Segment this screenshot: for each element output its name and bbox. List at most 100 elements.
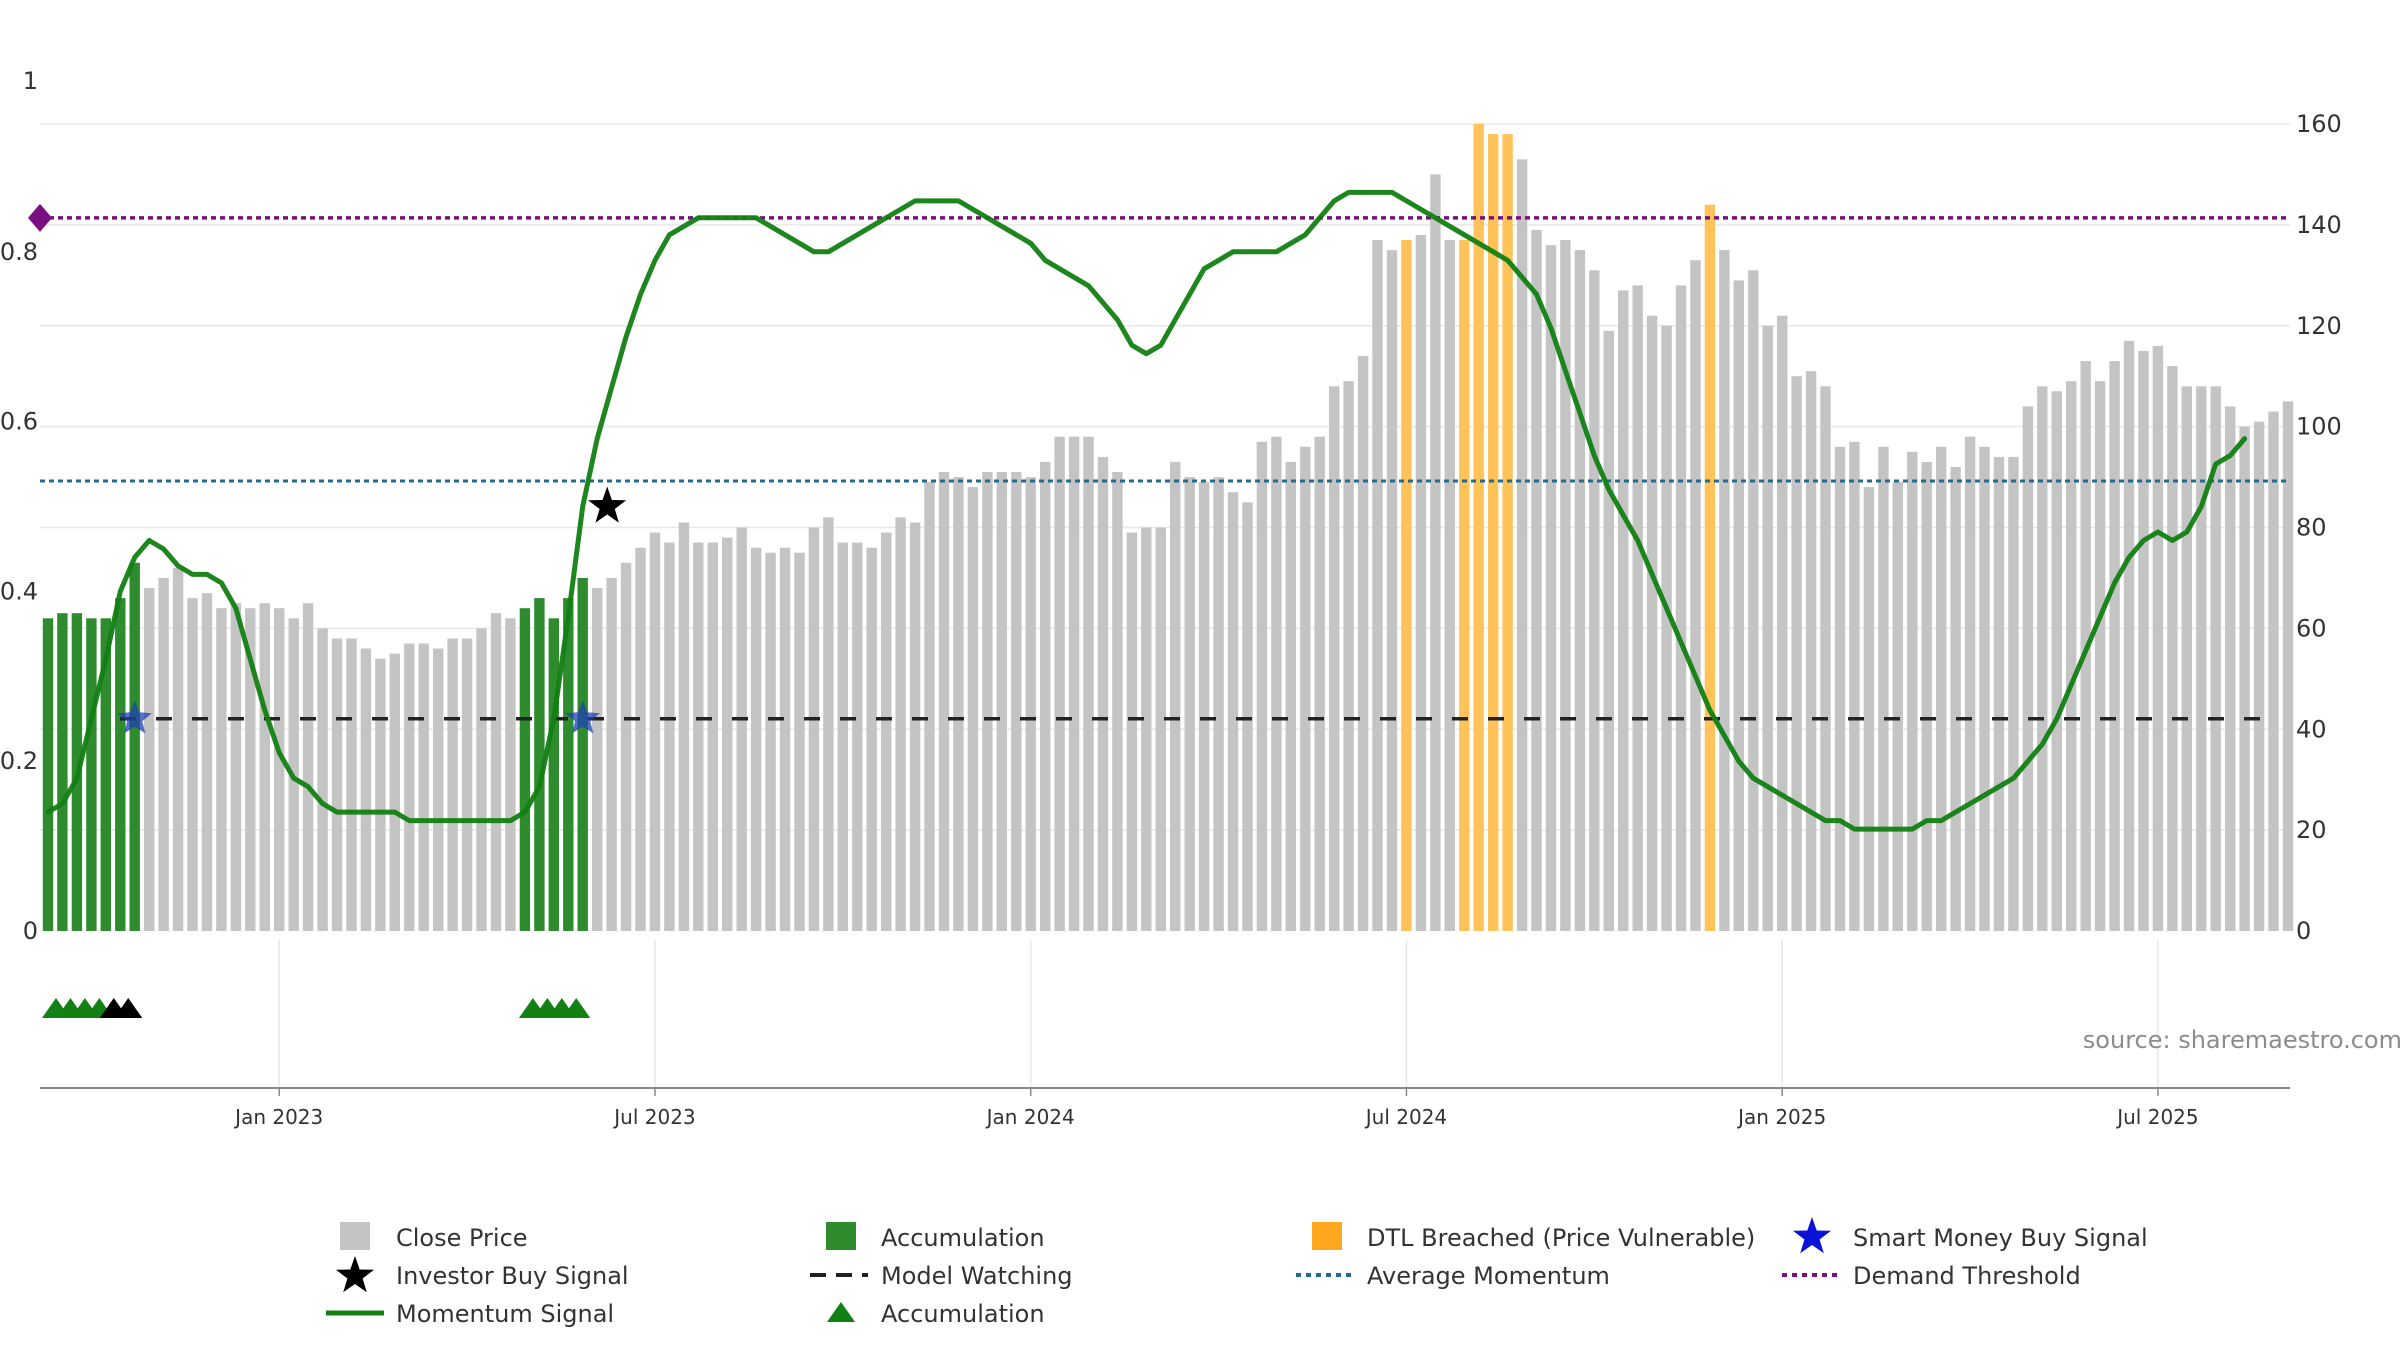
legend-investor-buy: Investor Buy Signal xyxy=(396,1262,629,1290)
y-right-tick-label: 120 xyxy=(2296,312,2342,340)
price-bar xyxy=(158,577,169,931)
price-bar xyxy=(1646,315,1658,931)
y-left-top-label: 1 xyxy=(23,67,38,95)
y-right-tick-label: 0 xyxy=(2296,917,2311,945)
marker-layer xyxy=(42,486,627,1018)
price-bar xyxy=(302,603,314,931)
price-bar xyxy=(1170,461,1181,931)
price-bar xyxy=(2123,340,2135,931)
price-bar xyxy=(274,608,285,931)
price-bar xyxy=(317,628,328,931)
price-bar xyxy=(1661,325,1672,932)
price-bar xyxy=(606,577,617,931)
x-tick-label: Jul 2023 xyxy=(612,1105,695,1129)
y-right-tick-label: 60 xyxy=(2296,614,2327,642)
price-bar xyxy=(519,608,531,931)
bar-layer xyxy=(42,124,2294,932)
legend-demand-threshold: Demand Threshold xyxy=(1853,1262,2081,1290)
legend-smart-money-icon xyxy=(1793,1217,1831,1254)
price-bar xyxy=(2037,386,2048,931)
price-bar xyxy=(1762,325,1773,932)
price-bar xyxy=(433,648,444,931)
price-bar xyxy=(1025,477,1036,931)
price-bar xyxy=(2268,411,2279,931)
price-bar xyxy=(1820,386,1831,931)
price-bar xyxy=(1950,467,1961,931)
legend-dtl-swatch xyxy=(1312,1222,1342,1250)
price-bar xyxy=(1589,270,1600,931)
legend-accumulation: Accumulation xyxy=(881,1224,1045,1252)
x-tick-label: Jan 2023 xyxy=(233,1105,323,1129)
price-bar xyxy=(1184,477,1195,931)
price-bar xyxy=(722,537,733,931)
price-bar xyxy=(1213,477,1224,931)
price-bar xyxy=(505,618,516,931)
price-bar xyxy=(389,653,400,931)
y-right-tick-label: 40 xyxy=(2296,715,2327,743)
price-bar xyxy=(895,517,906,931)
price-bar xyxy=(42,618,54,931)
x-tick-label: Jan 2025 xyxy=(1736,1105,1826,1129)
price-bar xyxy=(230,603,242,931)
price-bar xyxy=(678,522,690,931)
x-tick-label: Jul 2025 xyxy=(2115,1105,2198,1129)
price-bar xyxy=(1473,124,1484,931)
price-bar xyxy=(490,613,502,931)
y-left-tick-label: 0.8 xyxy=(0,238,38,266)
price-bar xyxy=(534,598,545,931)
price-bar xyxy=(592,588,603,931)
price-bar xyxy=(837,542,848,931)
price-bar xyxy=(259,603,270,931)
price-bar xyxy=(852,542,863,931)
price-bar xyxy=(1574,250,1586,932)
price-bar xyxy=(1704,204,1716,931)
legend-momentum-signal: Momentum Signal xyxy=(396,1300,614,1328)
legend-accumulation-triangle-icon xyxy=(827,1302,855,1322)
price-bar xyxy=(707,542,718,931)
price-bar xyxy=(1444,240,1455,931)
price-bar xyxy=(1560,240,1571,931)
price-bar xyxy=(360,648,372,931)
price-bar xyxy=(1040,461,1051,931)
price-bar xyxy=(1690,260,1701,931)
price-bar xyxy=(649,532,661,931)
price-bar xyxy=(953,477,964,931)
price-bar xyxy=(2094,381,2106,931)
price-bar xyxy=(1242,502,1253,931)
price-bar xyxy=(57,613,68,931)
price-bar xyxy=(1733,280,1744,931)
price-bar xyxy=(1097,456,1109,931)
price-bar xyxy=(1907,451,1918,931)
price-bar xyxy=(1545,245,1557,932)
price-bar xyxy=(1271,436,1282,931)
price-bar xyxy=(1618,290,1629,931)
price-bar xyxy=(86,618,97,931)
y-right-tick-label: 140 xyxy=(2296,211,2342,239)
price-bar xyxy=(808,527,820,931)
price-bar xyxy=(924,482,935,931)
axis-layer: Jan 2023 Jul 2023 Jan 2024 Jul 2024 Jan 2025… xyxy=(0,67,2342,1129)
price-bar xyxy=(1516,159,1528,932)
price-bar xyxy=(1415,235,1427,931)
x-tick-label: Jan 2024 xyxy=(985,1105,1075,1129)
price-bar xyxy=(1083,436,1094,931)
price-bar xyxy=(1112,472,1123,931)
price-bar xyxy=(1314,436,1325,931)
price-bar xyxy=(1834,446,1846,931)
price-bar xyxy=(1488,134,1499,932)
price-bar xyxy=(1300,446,1311,931)
price-bar xyxy=(1126,532,1138,931)
price-bar xyxy=(1936,446,1947,931)
price-bar xyxy=(1401,240,1412,931)
price-bar xyxy=(1256,441,1268,931)
price-bar xyxy=(1386,250,1398,932)
price-bar xyxy=(1878,446,1889,931)
momentum-signal-line xyxy=(45,189,2248,832)
price-bar xyxy=(1372,240,1383,931)
price-bar xyxy=(1430,174,1441,931)
price-bar xyxy=(664,542,675,931)
price-bar xyxy=(216,608,227,931)
price-bar xyxy=(1502,134,1513,932)
